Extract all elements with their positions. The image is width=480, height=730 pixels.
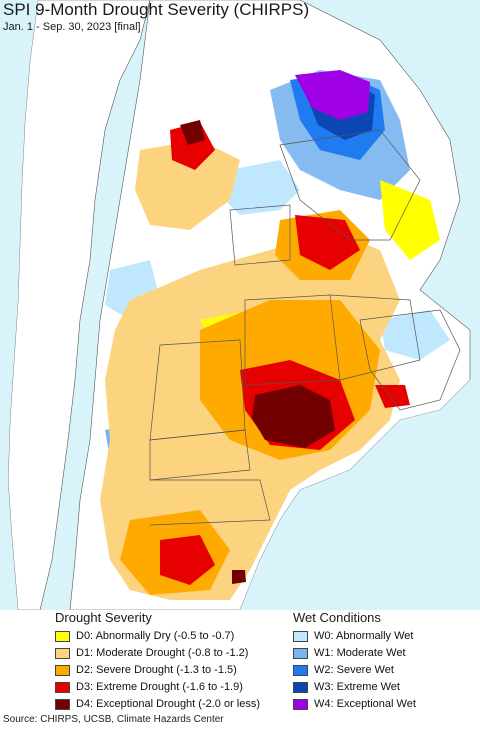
swatch-d4: [55, 698, 70, 710]
wet-w4-area: [295, 70, 370, 120]
legend-item-w3: W3: Extreme Wet: [293, 679, 400, 695]
legend-label-w2: W2: Severe Wet: [314, 664, 394, 676]
drought-d0-area: [380, 180, 440, 260]
legend-label-d4: D4: Exceptional Drought (-2.0 or less): [76, 698, 261, 710]
wet-w0-area: [220, 160, 300, 215]
pacific-ocean: [0, 0, 38, 610]
drought-d1-north: [135, 140, 240, 230]
wet-legend-heading: Wet Conditions: [293, 610, 381, 625]
legend-item-d3: D3: Extreme Drought (-1.6 to -1.9): [55, 679, 243, 695]
legend-label-d0: D0: Abnormally Dry (-0.5 to -0.7): [76, 630, 235, 642]
swatch-d0: [55, 630, 70, 642]
swatch-w1: [293, 647, 308, 659]
drought-map: SPI 9-Month Drought Severity (CHIRPS) Ja…: [0, 0, 480, 610]
legend-item-d4: D4: Exceptional Drought (-2.0 or less): [55, 696, 260, 712]
legend-label-w0: W0: Abnormally Wet: [314, 630, 414, 642]
legend: Drought Severity Wet Conditions D0: Abno…: [0, 610, 480, 710]
drought-d3-east: [375, 385, 410, 408]
wet-w0-area-3: [380, 310, 450, 360]
swatch-w0: [293, 630, 308, 642]
swatch-d1: [55, 647, 70, 659]
drought-d4-south: [232, 570, 246, 584]
source-credit: Source: CHIRPS, UCSB, Climate Hazards Ce…: [3, 714, 224, 725]
legend-item-w4: W4: Exceptional Wet: [293, 696, 416, 712]
swatch-w2: [293, 664, 308, 676]
drought-legend-heading: Drought Severity: [55, 610, 152, 625]
legend-label-d1: D1: Moderate Drought (-0.8 to -1.2): [76, 647, 249, 659]
drought-d4-nw: [180, 120, 205, 145]
legend-item-d2: D2: Severe Drought (-1.3 to -1.5): [55, 662, 237, 678]
swatch-w4: [293, 698, 308, 710]
legend-item-d0: D0: Abnormally Dry (-0.5 to -0.7): [55, 628, 234, 644]
admin-borders: [149, 129, 461, 526]
legend-item-w0: W0: Abnormally Wet: [293, 628, 413, 644]
swatch-d2: [55, 664, 70, 676]
map-canvas: [0, 0, 480, 610]
legend-item-w1: W1: Moderate Wet: [293, 645, 406, 661]
legend-item-w2: W2: Severe Wet: [293, 662, 394, 678]
drought-d4-center: [252, 385, 335, 448]
swatch-w3: [293, 681, 308, 693]
legend-item-d1: D1: Moderate Drought (-0.8 to -1.2): [55, 645, 248, 661]
map-title: SPI 9-Month Drought Severity (CHIRPS): [3, 0, 310, 19]
legend-label-w1: W1: Moderate Wet: [314, 647, 406, 659]
drought-d3-north: [295, 215, 360, 270]
drought-d3-nw: [170, 122, 215, 170]
legend-label-d2: D2: Severe Drought (-1.3 to -1.5): [76, 664, 237, 676]
drought-d3-south: [160, 535, 215, 585]
title-block: SPI 9-Month Drought Severity (CHIRPS) Ja…: [3, 0, 309, 34]
legend-label-d3: D3: Extreme Drought (-1.6 to -1.9): [76, 681, 243, 693]
legend-label-w3: W3: Extreme Wet: [314, 681, 400, 693]
atlantic-ocean: [240, 300, 480, 610]
chile-land: [0, 0, 151, 610]
swatch-d3: [55, 681, 70, 693]
map-subtitle: Jan. 1 - Sep. 30, 2023 [final]: [3, 21, 141, 33]
legend-label-w4: W4: Exceptional Wet: [314, 698, 416, 710]
